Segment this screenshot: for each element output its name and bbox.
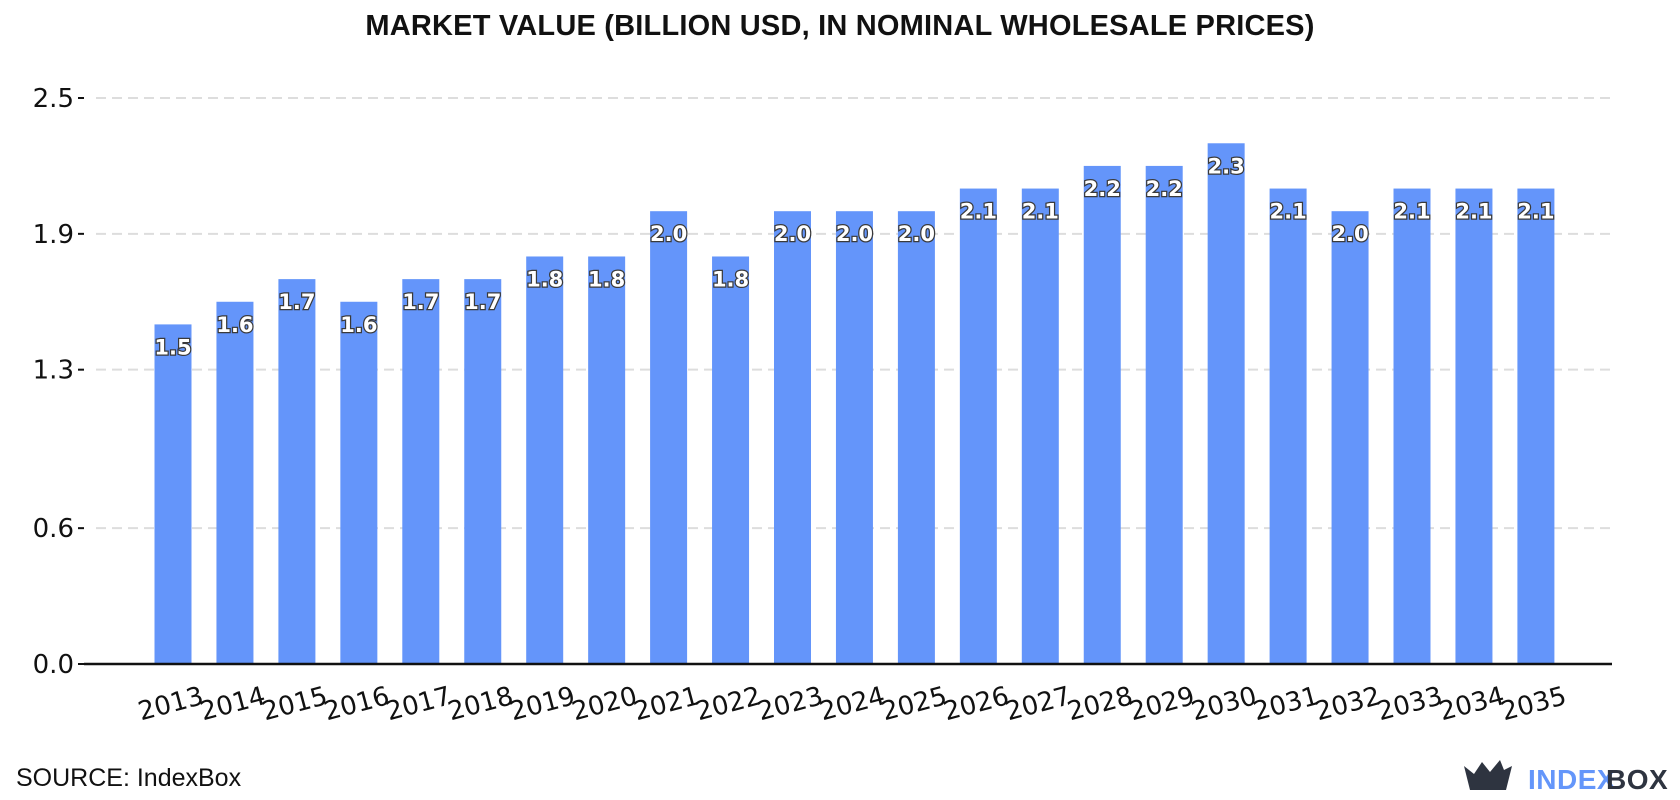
bar [897,211,935,664]
data-label: 2.1 [960,200,997,224]
bar [464,279,502,664]
x-tick-label: 2034 [1436,681,1508,727]
x-tick-label: 2014 [197,681,269,727]
data-label: 1.5 [154,335,191,359]
y-tick-label: 1.3 [33,356,74,386]
data-label: 2.1 [1517,200,1554,224]
bar [835,211,873,664]
bar [1517,188,1555,664]
x-tick-label: 2032 [1312,681,1384,727]
bar [402,279,440,664]
data-label: 2.0 [898,222,935,246]
logo-word-box: BOX [1606,764,1669,795]
bar [526,256,564,664]
x-tick-label: 2028 [1064,681,1136,727]
data-label: 1.8 [526,267,563,291]
x-tick-label: 2033 [1374,681,1446,727]
bar [340,301,378,664]
bar [216,301,254,664]
data-label: 2.1 [1269,200,1306,224]
x-tick-label: 2023 [755,681,827,727]
bar [959,188,997,664]
bar [1455,188,1493,664]
data-label: 2.0 [1331,222,1368,246]
bar [1331,211,1369,664]
x-tick-label: 2016 [321,681,393,727]
bar [712,256,750,664]
data-label: 1.7 [464,290,501,314]
x-tick-label: 2029 [1126,681,1198,727]
x-tick-label: 2022 [693,681,765,727]
x-tick-label: 2026 [940,681,1012,727]
axes: 0.00.61.31.92.52013201420152016201720182… [33,84,1612,727]
data-label: 2.0 [836,222,873,246]
data-label: 2.0 [650,222,687,246]
data-label: 2.1 [1393,200,1430,224]
bar [1393,188,1431,664]
x-tick-label: 2021 [631,681,703,727]
x-tick-label: 2019 [507,681,579,727]
logo-word-index: INDEX [1528,764,1617,795]
indexbox-crown-icon [1464,760,1512,790]
x-tick-label: 2031 [1250,681,1322,727]
data-label: 2.2 [1146,177,1183,201]
y-tick-label: 0.6 [33,514,74,544]
y-tick-label: 1.9 [33,220,74,250]
bar [1207,143,1245,664]
source-note: SOURCE: IndexBox [16,764,242,792]
data-labels: 1.5 1.6 1.7 1.6 1.7 1.7 1.8 1.8 2.0 1.8 2.0 2.0 2.0 2… [153,153,1556,361]
bar [774,211,811,664]
data-label: 1.7 [402,290,439,314]
x-tick-label: 2018 [445,681,517,727]
y-tick-label: 2.5 [33,84,74,114]
x-tick-label: 2035 [1498,681,1570,727]
bar [154,324,192,664]
bar [1269,188,1307,664]
data-label: 1.8 [588,267,625,291]
x-tick-label: 2013 [135,681,207,727]
data-label: 2.1 [1455,200,1492,224]
data-label: 1.7 [278,290,315,314]
bar [1021,188,1059,664]
x-tick-label: 2025 [878,681,950,727]
data-label: 1.6 [216,313,253,337]
data-label: 2.1 [1022,200,1059,224]
bar [1145,165,1183,665]
bar [1083,165,1121,665]
bar [588,256,626,664]
indexbox-logo: INDEX BOX [1460,756,1672,800]
data-label: 2.2 [1084,177,1121,201]
bar [650,211,688,664]
x-tick-label: 2024 [817,681,889,727]
data-label: 2.3 [1208,154,1245,178]
chart-title: MARKET VALUE (BILLION USD, IN NOMINAL WH… [365,10,1315,42]
data-label: 1.8 [712,267,749,291]
x-tick-label: 2027 [1002,681,1074,727]
x-tick-label: 2030 [1188,681,1260,727]
x-tick-label: 2017 [383,681,455,727]
bars [154,143,1555,665]
x-tick-label: 2015 [259,681,331,727]
data-label: 1.6 [340,313,377,337]
bar [278,279,316,664]
y-tick-label: 0.0 [33,650,74,680]
x-tick-label: 2020 [569,681,641,727]
data-label: 2.0 [774,222,811,246]
